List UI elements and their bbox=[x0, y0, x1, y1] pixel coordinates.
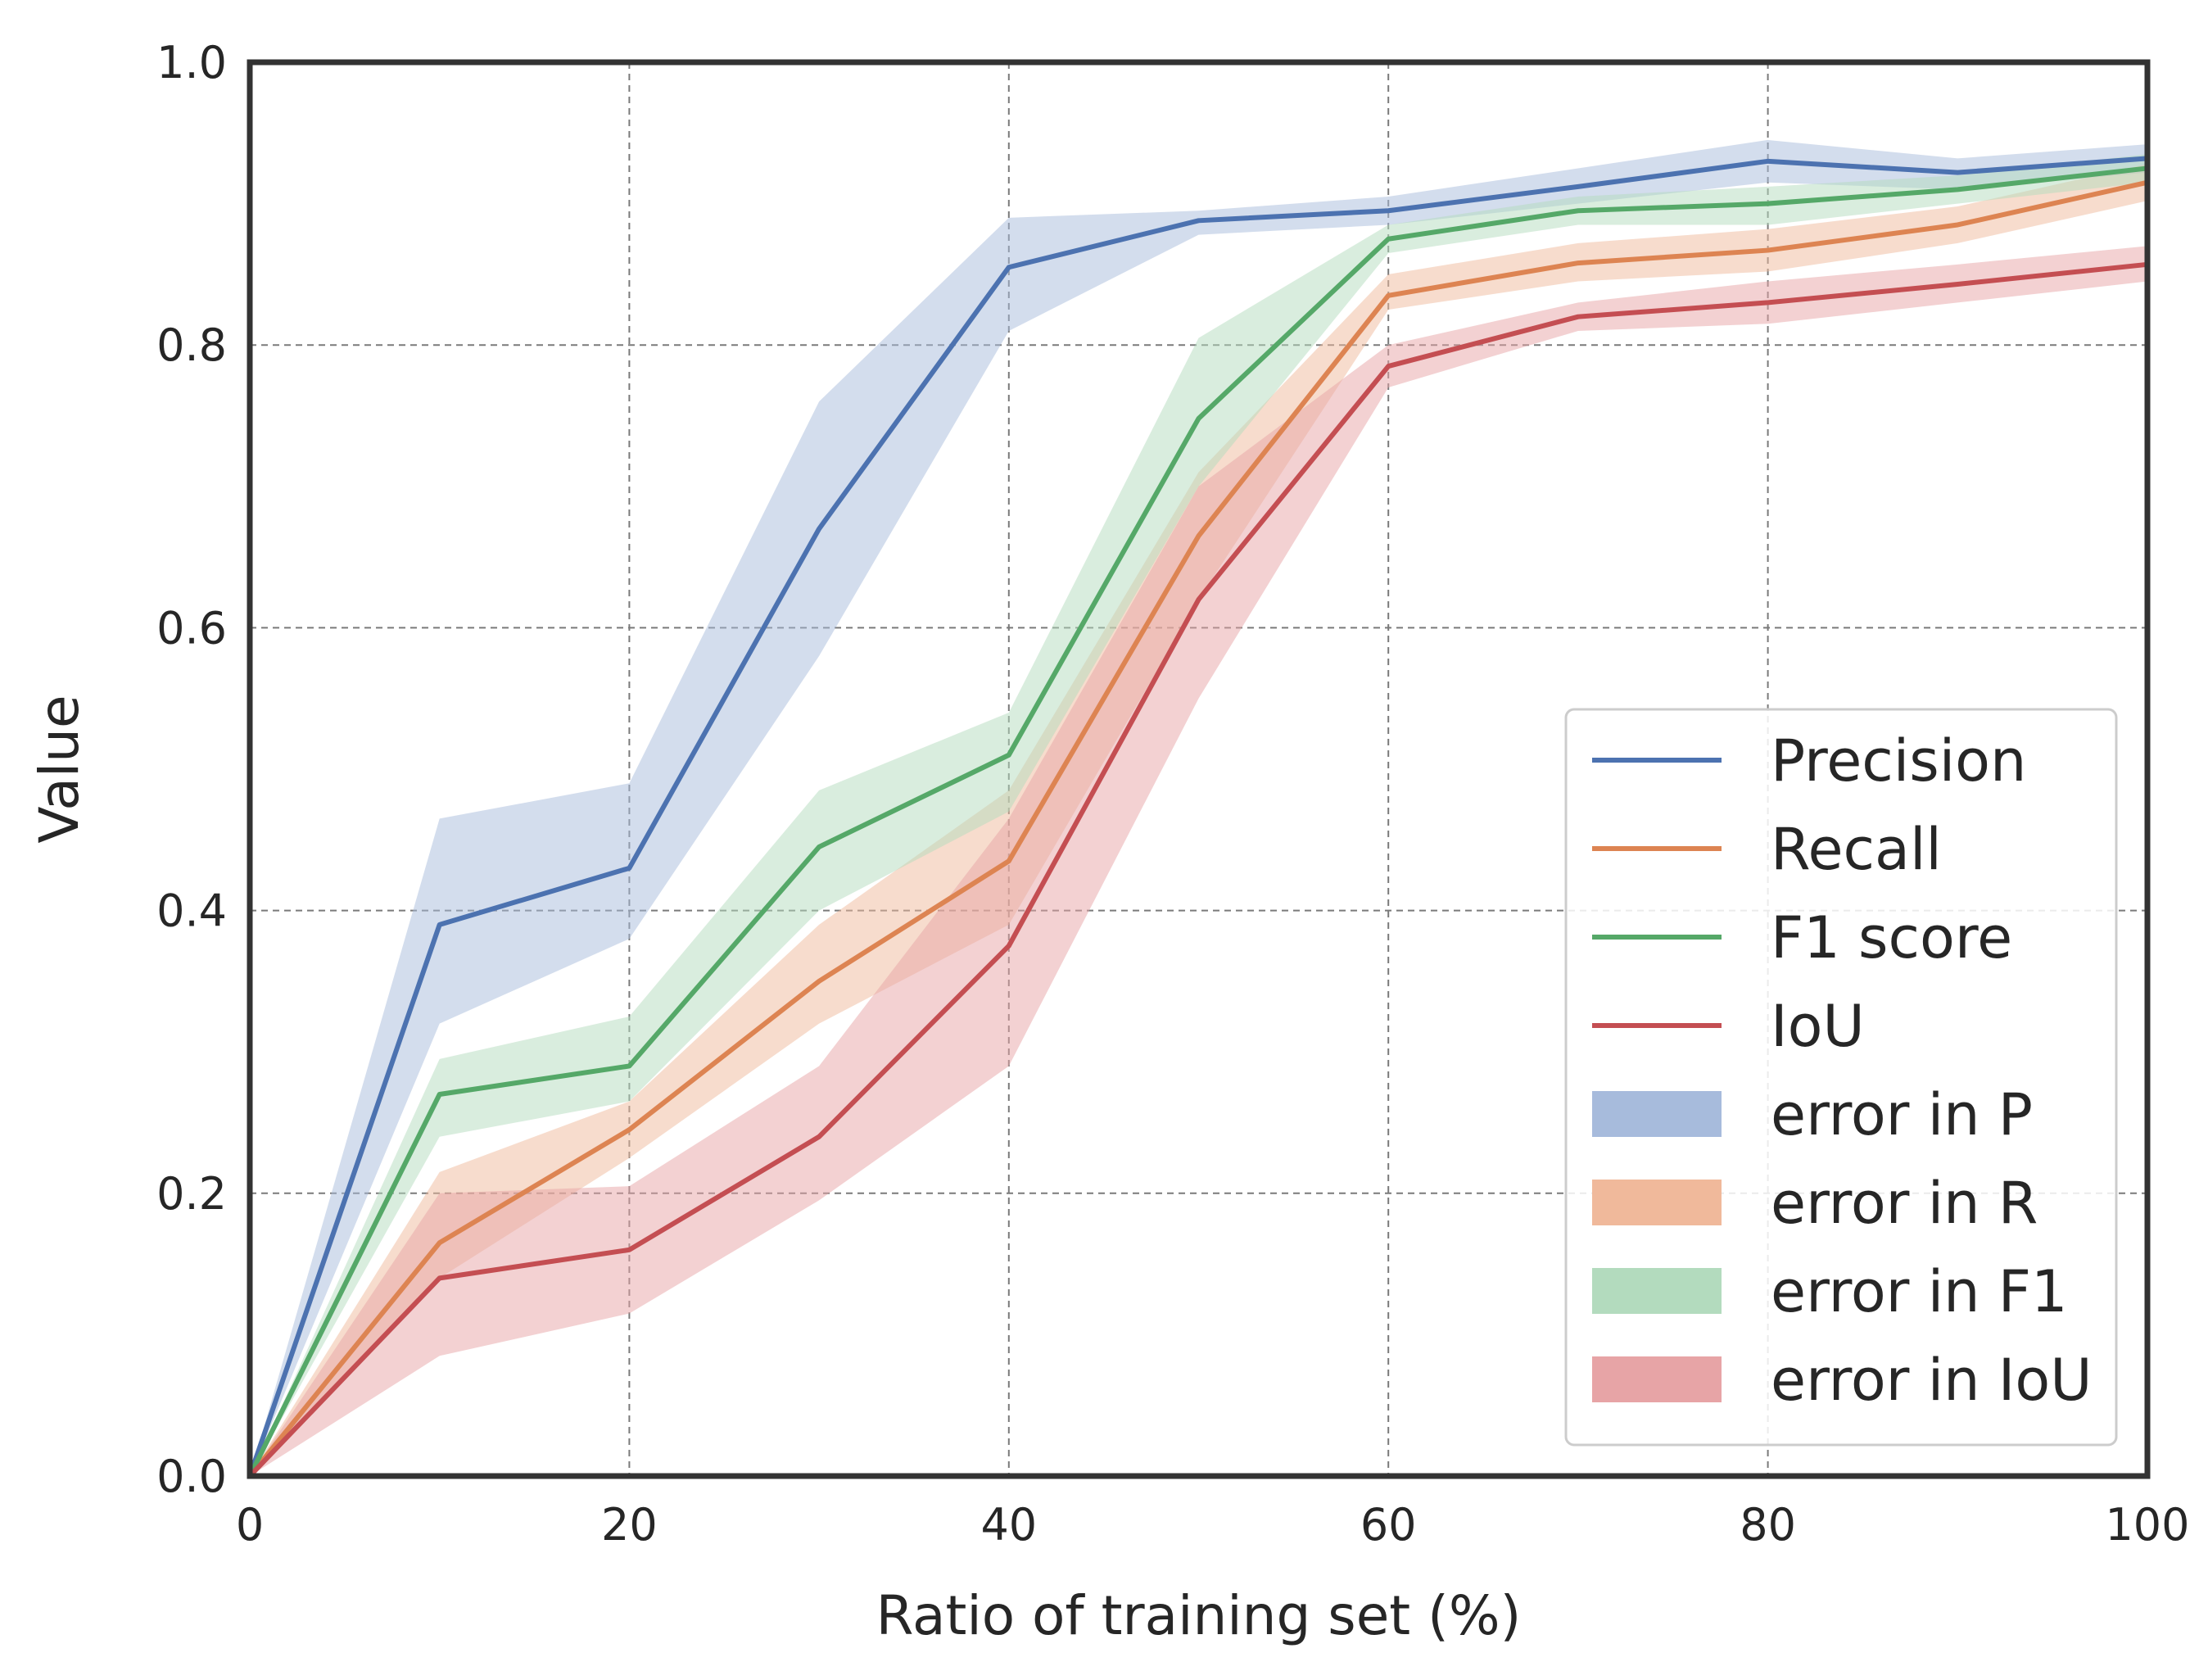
line-iou bbox=[247, 261, 2150, 1478]
x-axis-label: Ratio of training set (%) bbox=[876, 1584, 1522, 1647]
legend-label-precision: Precision bbox=[1771, 727, 2026, 795]
legend-label-iou: IoU bbox=[1771, 993, 1865, 1060]
legend-swatch-error-in-f1 bbox=[1592, 1268, 1722, 1314]
y-tick-label: 1.0 bbox=[156, 37, 227, 88]
x-tick-label: 100 bbox=[2105, 1499, 2189, 1551]
legend-label-error-in-p: error in P bbox=[1771, 1081, 2033, 1148]
series-lines bbox=[247, 156, 2150, 1478]
legend-label-f1-score: F1 score bbox=[1771, 904, 2012, 971]
legend-label-error-in-r: error in R bbox=[1771, 1170, 2038, 1237]
legend-swatch-error-in-p bbox=[1592, 1091, 1722, 1137]
x-tick-label: 20 bbox=[601, 1499, 658, 1551]
legend-label-recall: Recall bbox=[1771, 816, 1942, 883]
band-error-in-iou bbox=[250, 246, 2147, 1476]
x-tick-label: 0 bbox=[236, 1499, 264, 1551]
line-precision bbox=[247, 156, 2150, 1478]
y-tick-label: 0.0 bbox=[156, 1451, 227, 1502]
line-recall bbox=[247, 179, 2150, 1478]
x-tick-label: 60 bbox=[1360, 1499, 1417, 1551]
plot-frame bbox=[247, 59, 2151, 1479]
y-tick-label: 0.8 bbox=[156, 319, 227, 371]
legend-swatch-error-in-r bbox=[1592, 1180, 1722, 1225]
legend: Precision Recall F1 score IoU error in P erro… bbox=[1564, 708, 2118, 1447]
x-tick-labels: 0 20 40 60 80 100 bbox=[236, 1499, 2190, 1551]
legend-label-error-in-f1: error in F1 bbox=[1771, 1258, 2068, 1325]
y-axis-label: Value bbox=[28, 695, 91, 843]
y-tick-label: 0.4 bbox=[156, 885, 227, 937]
line-f1-score bbox=[247, 165, 2150, 1478]
y-tick-label: 0.6 bbox=[156, 602, 227, 654]
x-tick-label: 40 bbox=[980, 1499, 1037, 1551]
y-tick-labels: 0.0 0.2 0.4 0.6 0.8 1.0 bbox=[156, 37, 227, 1502]
y-tick-label: 0.2 bbox=[156, 1168, 227, 1220]
legend-label-error-in-iou: error in IoU bbox=[1771, 1347, 2093, 1414]
legend-box bbox=[1564, 708, 2118, 1447]
legend-swatch-error-in-iou bbox=[1592, 1356, 1722, 1402]
x-tick-label: 80 bbox=[1740, 1499, 1796, 1551]
band-error-in-p bbox=[250, 139, 2147, 1477]
